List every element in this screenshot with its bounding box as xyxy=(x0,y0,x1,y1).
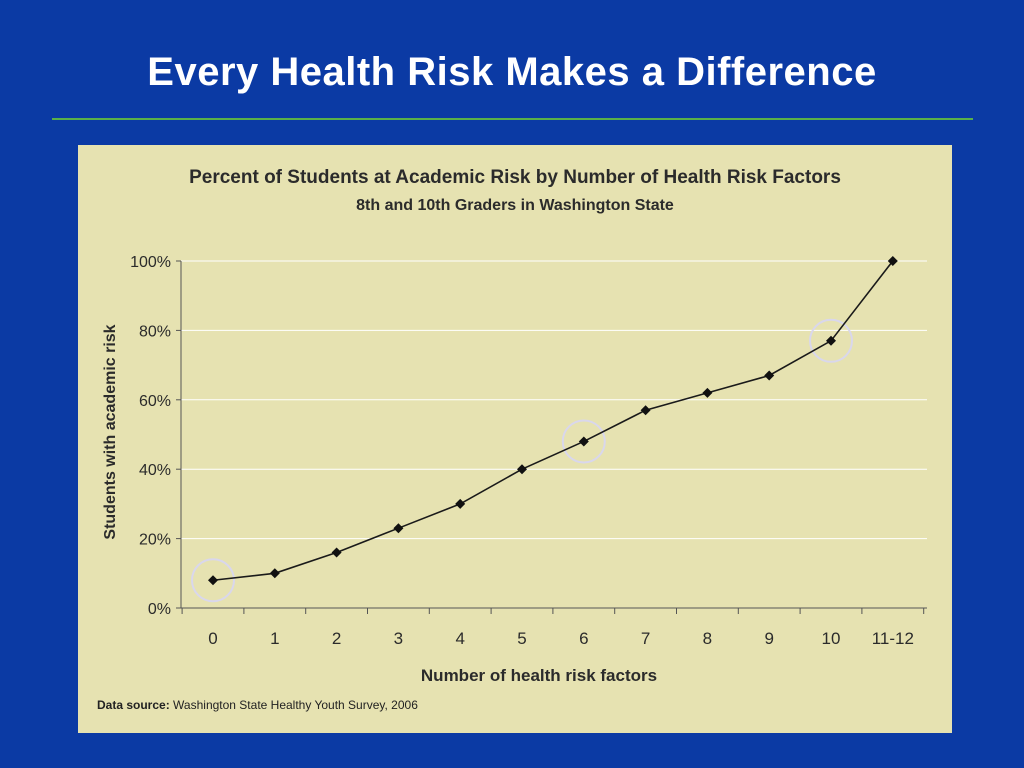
data-point xyxy=(517,464,527,475)
line-chart: Percent of Students at Academic Risk by … xyxy=(102,167,927,685)
data-source-label: Data source: xyxy=(97,698,170,712)
x-tick-label: 3 xyxy=(394,629,403,648)
x-tick-label: 6 xyxy=(579,629,588,648)
y-tick-label: 100% xyxy=(130,254,171,271)
x-tick-label: 1 xyxy=(270,629,279,648)
y-tick-label: 80% xyxy=(139,323,171,340)
data-point xyxy=(393,523,404,534)
x-tick-label: 0 xyxy=(208,629,217,648)
y-axis-label: Students with academic risk xyxy=(102,324,119,539)
x-tick-label: 8 xyxy=(703,629,712,648)
data-point xyxy=(826,335,836,346)
title-divider xyxy=(52,118,973,120)
data-point xyxy=(578,436,589,447)
data-point xyxy=(269,568,280,579)
x-tick-label: 11-12 xyxy=(872,629,914,648)
highlight-circle xyxy=(561,419,606,464)
highlight-circle xyxy=(809,318,853,363)
x-tick-label: 5 xyxy=(517,629,526,648)
x-tick-label: 2 xyxy=(332,629,341,648)
x-tick-label: 10 xyxy=(822,629,841,648)
data-point xyxy=(640,405,651,416)
data-point xyxy=(208,575,218,586)
x-tick-label: 4 xyxy=(455,629,464,648)
chart-panel: Percent of Students at Academic Risk by … xyxy=(78,145,952,733)
series-line xyxy=(212,260,894,582)
data-source-note: Data source: Washington State Healthy Yo… xyxy=(97,698,418,712)
data-point xyxy=(887,256,898,266)
data-point xyxy=(764,370,775,381)
x-tick-label: 9 xyxy=(764,629,773,648)
highlight-circle xyxy=(191,558,235,603)
chart-title: Percent of Students at Academic Risk by … xyxy=(189,167,841,188)
y-tick-label: 20% xyxy=(139,532,171,549)
data-source-text: Washington State Healthy Youth Survey, 2… xyxy=(173,698,418,712)
slide-title: Every Health Risk Makes a Difference xyxy=(147,50,877,94)
y-tick-label: 0% xyxy=(148,601,171,618)
chart-subtitle: 8th and 10th Graders in Washington State xyxy=(356,197,674,214)
data-point xyxy=(455,498,466,509)
y-tick-label: 60% xyxy=(139,393,171,410)
x-tick-label: 7 xyxy=(641,629,650,648)
y-tick-label: 40% xyxy=(139,462,171,479)
data-point xyxy=(331,547,342,558)
x-axis-label: Number of health risk factors xyxy=(421,666,657,685)
data-point xyxy=(702,387,713,398)
